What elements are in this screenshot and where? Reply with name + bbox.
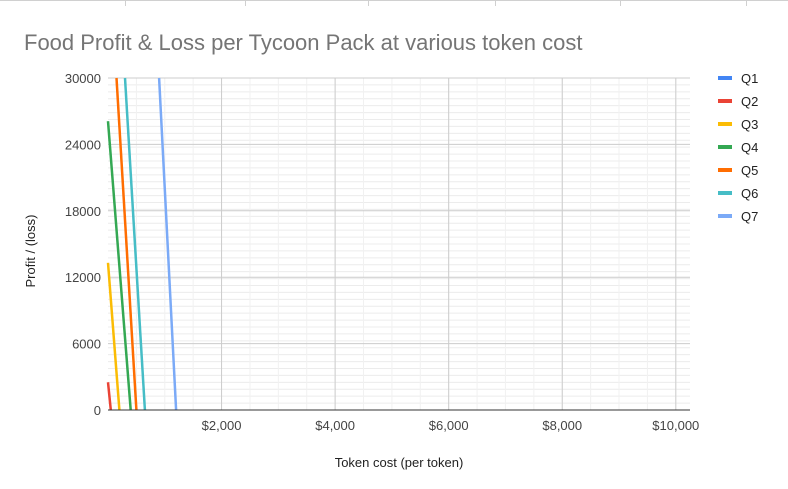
legend-label: Q5 — [741, 163, 758, 178]
y-tick-label: 6000 — [72, 337, 101, 352]
legend-item-q1[interactable]: Q1 — [718, 71, 758, 86]
y-tick-label: 12000 — [65, 270, 101, 285]
series-lines — [106, 77, 178, 411]
x-tick-label: $10,000 — [652, 418, 699, 433]
legend-label: Q6 — [741, 186, 758, 201]
x-tick-label: $8,000 — [542, 418, 582, 433]
y-tick-label: 0 — [94, 403, 101, 418]
legend-label: Q3 — [741, 117, 758, 132]
y-tick-label: 24000 — [65, 137, 101, 152]
gridlines — [108, 77, 690, 410]
spreadsheet-grid-edge — [0, 0, 788, 6]
x-tick-label: $2,000 — [202, 418, 242, 433]
y-axis-title: Profit / (loss) — [23, 215, 38, 288]
legend-label: Q2 — [741, 94, 758, 109]
series-line-q3[interactable] — [106, 262, 121, 411]
legend-item-q4[interactable]: Q4 — [718, 140, 758, 155]
x-tick-labels: $2,000 $4,000 $6,000 $8,000 $10,000 — [202, 418, 700, 433]
series-line-q5[interactable] — [115, 77, 138, 411]
y-tick-label: 30000 — [65, 71, 101, 86]
legend-swatch — [718, 76, 732, 80]
legend-swatch — [718, 214, 732, 218]
legend-item-q2[interactable]: Q2 — [718, 94, 758, 109]
legend-swatch — [718, 99, 732, 103]
chart-title: Food Profit & Loss per Tycoon Pack at va… — [24, 30, 582, 55]
x-axis-title: Token cost (per token) — [335, 455, 464, 470]
legend-item-q6[interactable]: Q6 — [718, 186, 758, 201]
legend-label: Q7 — [741, 209, 758, 224]
series-line-q2[interactable] — [106, 382, 113, 411]
legend-item-q7[interactable]: Q7 — [718, 209, 758, 224]
y-tick-label: 18000 — [65, 204, 101, 219]
legend: Q1 Q2 Q3 Q4 Q5 Q6 Q7 — [718, 71, 758, 224]
x-tick-label: $4,000 — [315, 418, 355, 433]
legend-swatch — [718, 122, 732, 126]
legend-item-q5[interactable]: Q5 — [718, 163, 758, 178]
legend-swatch — [718, 191, 732, 195]
series-line-q6[interactable] — [123, 77, 147, 411]
legend-swatch — [718, 168, 732, 172]
series-line-q7[interactable] — [157, 77, 178, 411]
legend-item-q3[interactable]: Q3 — [718, 117, 758, 132]
series-line-q4[interactable] — [106, 121, 132, 411]
legend-label: Q4 — [741, 140, 758, 155]
y-tick-labels: 0 6000 12000 18000 24000 30000 — [65, 71, 101, 418]
legend-label: Q1 — [741, 71, 758, 86]
legend-swatch — [718, 145, 732, 149]
x-tick-label: $6,000 — [429, 418, 469, 433]
